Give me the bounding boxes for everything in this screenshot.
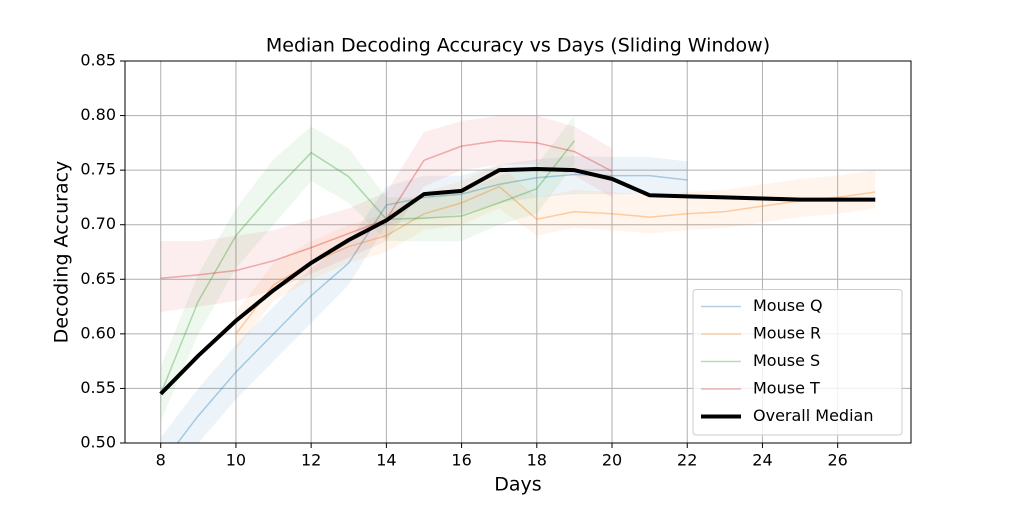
legend-label: Overall Median	[753, 406, 873, 425]
x-tick-label: 16	[451, 451, 471, 470]
median-line	[159, 167, 876, 396]
y-tick-label: 0.85	[80, 51, 116, 70]
plot-area	[159, 115, 876, 443]
x-tick-label: 18	[527, 451, 547, 470]
y-tick-label: 0.55	[80, 378, 116, 397]
x-tick-label: 20	[602, 451, 622, 470]
chart-title: Median Decoding Accuracy vs Days (Slidin…	[266, 35, 770, 57]
legend-label: Mouse S	[753, 351, 820, 370]
y-tick-label: 0.70	[80, 214, 116, 233]
y-tick-label: 0.75	[80, 160, 116, 179]
confidence-band	[160, 115, 575, 422]
confidence-band	[235, 164, 876, 351]
legend-label: Mouse Q	[753, 296, 823, 315]
x-tick-label: 26	[827, 451, 847, 470]
x-tick-label: 24	[752, 451, 772, 470]
x-tick-label: 14	[376, 451, 396, 470]
legend-box	[692, 289, 903, 436]
x-tick-label: 22	[677, 451, 697, 470]
x-tick-label: 8	[156, 451, 166, 470]
y-axis-label: Decoding Accuracy	[51, 161, 73, 344]
x-tick-label: 10	[226, 451, 246, 470]
series-line	[235, 185, 876, 335]
series-line	[160, 140, 576, 395]
confidence-band	[160, 155, 688, 443]
y-tick-label: 0.80	[80, 105, 116, 124]
x-tick-label: 12	[301, 451, 321, 470]
confidence-band	[160, 115, 613, 313]
legend-label: Mouse R	[753, 324, 821, 343]
legend: Mouse Q Mouse R Mouse S Mouse T Overall Medi…	[692, 289, 903, 436]
legend-label: Mouse T	[753, 379, 820, 398]
y-tick-label: 0.50	[80, 433, 116, 452]
y-tick-label: 0.65	[80, 269, 116, 288]
axes-frame	[124, 60, 912, 444]
x-axis-label: Days	[494, 474, 541, 496]
y-tick-label: 0.60	[80, 323, 116, 342]
